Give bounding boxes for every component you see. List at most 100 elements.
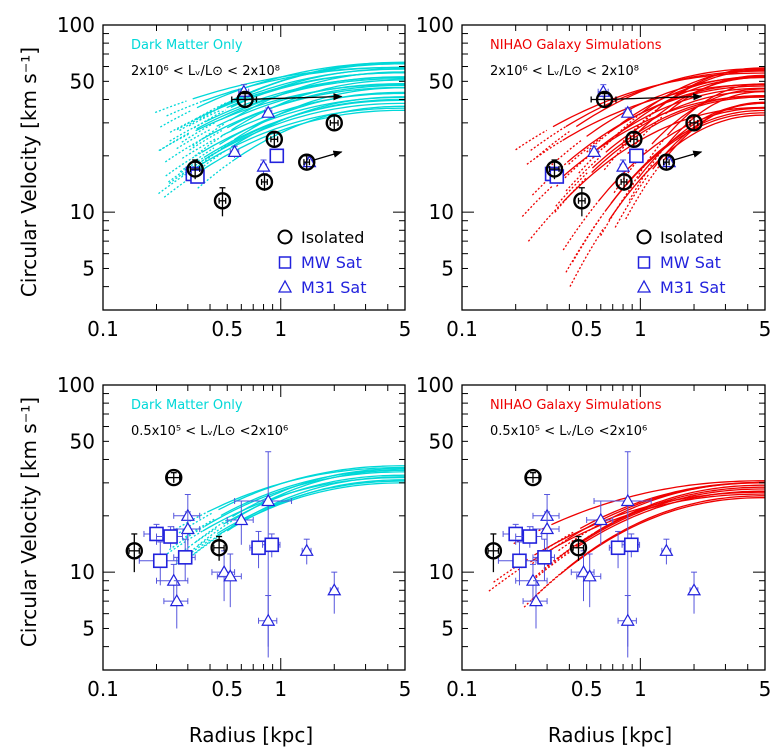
x-tick-label: 0.5 [211,317,243,341]
model-curve [219,91,405,145]
model-curve-inner [521,185,554,217]
model-curve-inner [179,147,215,173]
model-curve-inner [493,558,528,583]
legend-mw-label: MW Sat [660,253,721,272]
mw-sat-point [269,148,285,164]
model-curve [206,466,405,513]
mw-sat-point [251,540,266,556]
isolated-point [236,90,254,109]
model-curve-inner [543,543,578,570]
model-curve-inner [175,539,211,565]
m31-sat-point [227,144,242,157]
m31-sat-point [166,573,181,586]
m31-sat-point [261,105,276,118]
model-curve [665,74,765,115]
x-tick-label: 5 [759,317,772,341]
m31-sat-point [299,543,314,556]
m31-sat-point [261,493,276,507]
model-curve-inner [548,139,582,169]
y-tick-label: 100 [416,13,454,37]
x-axis-label-right: Radius [kpc] [548,723,672,747]
model-curve [559,497,765,575]
m31-sat-point [223,569,238,582]
model-curve [608,114,765,221]
legend-mw-marker [637,256,651,269]
model-curve [563,106,765,202]
plot-area [154,61,405,217]
mw-sat-point [610,540,626,556]
model-curve [226,84,405,129]
model-curve-inner [535,551,571,579]
isolated-point [125,542,144,560]
isolated-point [265,130,284,149]
model-curve-inner [164,138,202,163]
x-tick-label: 5 [759,677,772,701]
model-curve [594,484,765,534]
model-curve-inner [194,132,227,157]
isolated-point [213,192,232,210]
x-tick-label: 1 [634,677,647,701]
m31-sat-point [620,493,635,507]
isolated-point [573,192,591,210]
model-curve-inner [171,511,208,532]
model-curve-inner [169,525,206,551]
m31-sat-point [180,521,195,535]
isolated-point [545,160,564,178]
model-curve [230,67,405,108]
x-tick-label: 1 [274,317,287,341]
model-curve-inner [527,200,565,242]
model-curve-inner [193,529,227,555]
legend-mw-label: MW Sat [301,253,362,272]
plot-frame [102,384,406,671]
x-tick-label: 5 [399,677,412,701]
mw-sat-point [177,550,193,565]
x-tick-label: 5 [399,317,412,341]
isolated-point [685,114,703,132]
model-curve-inner [569,227,605,287]
model-curve [666,91,765,146]
model-curve-inner [572,209,607,263]
model-curve-inner [154,100,187,114]
plot-area [515,67,765,287]
luminosity-range: 2x10⁶ < Lᵥ/L⊙ < 2x10⁸ [490,64,639,79]
panel-title: NIHAO Galaxy Simulations [490,398,662,413]
model-curve [196,61,405,109]
legend-m31-label: M31 Sat [301,278,366,297]
model-curve [220,469,405,516]
model-curve-inner [165,151,202,177]
model-curve-inner [618,110,657,150]
model-curve [663,101,765,161]
model-curve-inner [181,517,216,540]
isolated-point [657,153,676,171]
y-axis-label-bottom: Circular Velocity [km s⁻¹] [17,397,41,647]
panel-top-left: 0.1 0.5 1 5 100 50 10 5 Dark Matter Only 2x10⁶ < … [57,13,412,341]
x-tick-label: 0.5 [211,677,243,701]
legend-m31-label: M31 Sat [660,278,725,297]
model-curve [204,102,405,160]
y-tick-label: 5 [82,256,95,280]
model-curve-inner [558,526,595,552]
model-curve-inner [192,123,225,147]
model-curve-inner [534,549,571,578]
y-tick-label: 5 [82,616,95,640]
y-tick-label: 10 [429,560,454,584]
model-curve [639,68,765,115]
isolated-point [298,153,316,171]
model-curve-inner [193,149,227,175]
model-curve-inner [176,128,212,150]
legend-m31-marker [277,279,293,293]
model-curve [658,69,765,109]
m31-sat-point [256,159,271,172]
y-axis-label-top: Circular Velocity [km s⁻¹] [17,47,41,297]
panel-title: NIHAO Galaxy Simulations [490,38,662,53]
x-tick-label: 0.1 [87,677,119,701]
x-tick-label: 0.5 [571,317,603,341]
panel-bottom-left: 0.1 0.5 1 5 100 50 10 5 Dark Matter Only 0.5x10⁵ … [57,373,412,701]
model-curve [651,88,765,145]
model-curve-inner [628,148,664,201]
model-curve [200,86,405,141]
model-curve-inner [531,567,568,601]
isolated-point [210,539,228,557]
model-curve-inner [197,519,235,547]
model-curve-inner [176,110,212,131]
